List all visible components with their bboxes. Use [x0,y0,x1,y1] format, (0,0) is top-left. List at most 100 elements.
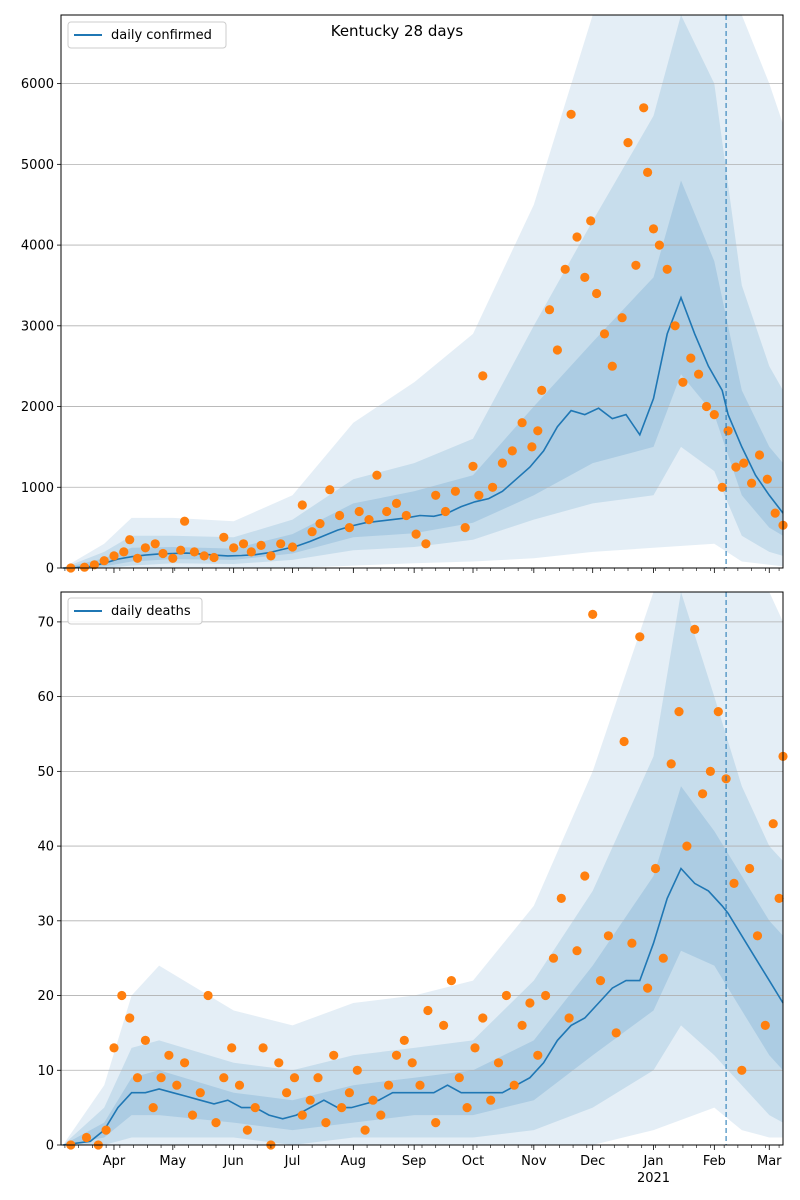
data-point [415,1080,425,1090]
data-point [560,264,570,274]
data-point [470,1043,480,1053]
data-point [109,1043,119,1053]
data-point [450,486,460,496]
data-point [770,508,780,518]
data-point [297,1110,307,1120]
data-point [460,523,470,533]
data-point [79,562,90,572]
data-point [195,1088,205,1098]
uncertainty-band-1 [63,15,783,568]
data-point [607,361,617,371]
data-point [497,458,507,468]
data-point [658,953,668,963]
data-point [631,260,641,270]
data-point [321,1118,331,1128]
uncertainty-band-2 [63,15,783,568]
data-point [211,1118,221,1128]
series-line [62,295,784,569]
data-point [599,329,610,339]
data-point [690,624,700,635]
data-point [411,529,421,539]
data-point [709,410,719,420]
legend-box [67,597,203,625]
data-point [246,547,256,557]
deaths-uncertainty-bands [63,592,783,1145]
data-point [423,1005,433,1016]
data-point [189,547,199,557]
data-point [548,953,559,963]
y-tick-label: 50 [37,765,54,780]
data-point [556,893,566,904]
data-point [701,401,712,412]
x-tick-label: Feb [703,1154,726,1169]
data-point [488,482,498,492]
data-point [462,1103,472,1113]
data-point [541,990,551,1001]
data-point [89,560,99,570]
x-tick-label: Mar [757,1154,782,1169]
data-point [109,551,119,561]
data-point [140,543,150,553]
data-point [662,264,672,274]
x-tick-label: Aug [341,1154,366,1169]
data-point [592,288,602,299]
data-point [752,931,763,941]
data-point [705,766,716,777]
data-point [352,1065,362,1075]
data-point [203,990,213,1001]
data-point [580,272,590,282]
data-point [682,841,692,851]
data-point [199,551,209,561]
data-point [158,548,168,559]
data-point [315,519,325,529]
uncertainty-band-2 [63,592,783,1145]
data-point [474,490,484,500]
data-point [156,1073,166,1083]
data-point [325,485,335,495]
data-point [648,224,659,234]
series-line [62,867,784,1146]
confirmed-panel: 0 1000 2000 3000 4000 5000 6000 Kentucky 28 da… [21,14,788,577]
data-point [266,551,276,561]
data-point [439,1020,449,1030]
data-point [407,1058,417,1068]
data-point [478,1013,488,1023]
chart-title: Kentucky 28 days [331,22,464,40]
data-point [747,478,757,488]
data-point [611,1028,621,1038]
data-point [501,990,511,1001]
data-point [737,1065,747,1075]
data-point [486,1095,496,1105]
data-point [172,1080,182,1090]
x-tick-label: Apr [103,1154,126,1169]
data-point [297,500,307,510]
data-point [401,510,411,521]
y-tick-label: 0 [46,562,54,577]
data-point [289,1073,300,1083]
data-point [572,946,582,956]
y-tick-label: 40 [37,840,54,855]
data-point [364,515,374,525]
data-point [493,1058,504,1068]
confirmed-legend: daily confirmed [67,21,227,49]
data-point [238,539,249,549]
y-tick-label: 3000 [21,319,54,334]
data-point [209,552,219,563]
data-point [148,1103,158,1113]
data-point [140,1035,150,1045]
data-point [454,1073,464,1083]
x-tick-label: Nov [521,1154,547,1169]
x-tick-label: Dec [580,1154,605,1169]
data-point [99,556,109,566]
data-point [525,998,535,1008]
y-tick-label: 60 [37,690,54,705]
deaths-legend: daily deaths [67,597,203,625]
data-point [307,527,317,537]
data-point [678,377,688,387]
data-point [250,1103,260,1113]
confirmed-line-group [62,295,784,569]
data-point [287,542,298,552]
data-point [517,1020,527,1030]
data-point [119,547,129,557]
data-point [164,1050,174,1060]
